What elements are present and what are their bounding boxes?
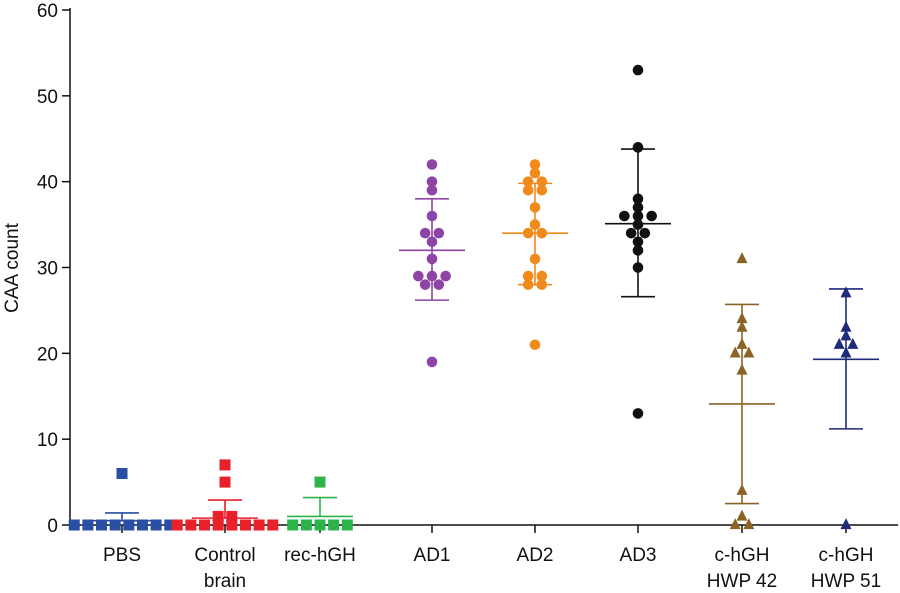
data-point — [536, 176, 548, 187]
data-point — [341, 519, 353, 531]
series-group — [399, 159, 465, 368]
y-axis-title: CAA count — [2, 222, 23, 312]
data-point — [239, 519, 251, 531]
data-point — [536, 270, 548, 282]
data-point — [219, 476, 231, 488]
data-point — [729, 518, 741, 530]
data-point — [743, 518, 755, 530]
data-point — [426, 159, 438, 170]
data-point — [226, 510, 238, 522]
data-point — [419, 227, 431, 239]
series-group — [813, 286, 879, 530]
data-point — [440, 270, 451, 282]
data-point — [426, 184, 438, 196]
data-point — [164, 519, 176, 531]
y-tick-label: 40 — [37, 173, 58, 194]
data-point — [413, 270, 424, 282]
data-point — [150, 519, 162, 531]
data-point — [646, 210, 657, 222]
data-point — [68, 519, 80, 531]
x-category-label: AD1 — [414, 545, 451, 566]
data-point — [529, 159, 541, 170]
data-marks — [68, 64, 879, 531]
y-tick-label: 30 — [37, 259, 58, 280]
axes: 0 10 20 30 40 50 60 PBS Control brain rec-hGH AD1 AD… — [37, 1, 898, 592]
data-point — [736, 252, 748, 264]
y-tick-label: 10 — [37, 430, 58, 451]
series-group — [709, 252, 775, 530]
x-category-label: c-hGH — [715, 545, 770, 566]
data-point — [419, 279, 431, 290]
x-category-label: Control — [194, 545, 255, 566]
data-point — [219, 459, 231, 471]
x-category-label: AD3 — [620, 545, 657, 566]
data-point — [426, 356, 438, 368]
data-point — [840, 518, 852, 530]
data-point — [426, 176, 438, 187]
data-point — [729, 346, 741, 358]
data-point — [433, 279, 445, 290]
series-group — [502, 159, 568, 351]
data-point — [199, 519, 211, 531]
data-point — [632, 64, 644, 76]
x-category-label: HWP 51 — [811, 571, 881, 592]
data-point — [96, 519, 108, 531]
data-point — [185, 519, 197, 531]
data-point — [212, 510, 224, 522]
data-point — [529, 339, 541, 351]
data-point — [82, 519, 94, 531]
x-category-label: c-hGH — [819, 545, 874, 566]
data-point — [619, 210, 630, 222]
data-point — [625, 227, 637, 239]
x-category-label: HWP 42 — [707, 571, 777, 592]
data-point — [522, 184, 534, 196]
data-point — [314, 476, 326, 488]
series-group — [605, 64, 671, 419]
series-group — [68, 468, 176, 531]
x-category-label: brain — [204, 571, 246, 592]
data-point — [123, 519, 135, 531]
data-point — [529, 167, 541, 179]
data-point — [536, 184, 548, 196]
data-point — [328, 519, 340, 531]
data-point — [743, 346, 755, 358]
x-category-label: PBS — [103, 545, 141, 566]
data-point — [212, 519, 224, 531]
data-point — [136, 519, 148, 531]
data-point — [522, 270, 534, 282]
data-point — [433, 227, 445, 239]
data-point — [300, 519, 312, 531]
y-tick-label: 20 — [37, 344, 58, 365]
data-point — [253, 519, 265, 531]
data-point — [833, 337, 845, 349]
data-point — [847, 337, 859, 349]
y-tick-label: 0 — [47, 516, 58, 537]
y-tick-label: 60 — [37, 1, 58, 22]
series-group — [171, 459, 279, 531]
data-point — [632, 142, 644, 153]
series-group — [287, 476, 353, 531]
data-point — [116, 468, 128, 479]
data-point — [639, 227, 651, 239]
data-point — [522, 176, 534, 187]
data-point — [171, 519, 183, 531]
x-category-label: rec-hGH — [284, 545, 356, 566]
data-point — [736, 509, 748, 521]
data-point — [226, 519, 238, 531]
data-point — [314, 519, 326, 531]
y-tick-label: 50 — [37, 87, 58, 108]
data-point — [632, 408, 644, 419]
data-point — [267, 519, 279, 531]
data-point — [287, 519, 299, 531]
data-point — [109, 519, 121, 531]
x-category-label: AD2 — [517, 545, 554, 566]
